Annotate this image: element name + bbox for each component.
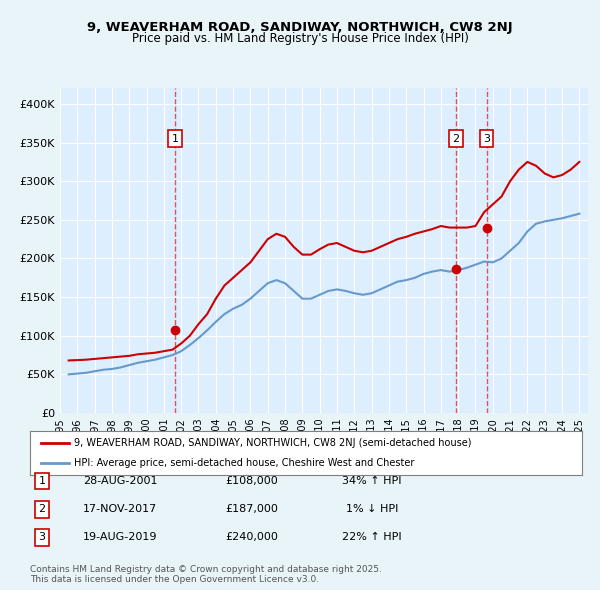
Text: Contains HM Land Registry data © Crown copyright and database right 2025.
This d: Contains HM Land Registry data © Crown c… (30, 565, 382, 584)
Text: 1: 1 (172, 134, 179, 144)
Text: 9, WEAVERHAM ROAD, SANDIWAY, NORTHWICH, CW8 2NJ (semi-detached house): 9, WEAVERHAM ROAD, SANDIWAY, NORTHWICH, … (74, 438, 472, 448)
Text: 2: 2 (38, 504, 46, 514)
Text: £108,000: £108,000 (226, 476, 278, 486)
Text: Price paid vs. HM Land Registry's House Price Index (HPI): Price paid vs. HM Land Registry's House … (131, 32, 469, 45)
Text: 1% ↓ HPI: 1% ↓ HPI (346, 504, 398, 514)
Text: 17-NOV-2017: 17-NOV-2017 (83, 504, 157, 514)
Text: 19-AUG-2019: 19-AUG-2019 (83, 533, 157, 542)
Text: £240,000: £240,000 (226, 533, 278, 542)
Text: 22% ↑ HPI: 22% ↑ HPI (342, 533, 402, 542)
Text: 9, WEAVERHAM ROAD, SANDIWAY, NORTHWICH, CW8 2NJ: 9, WEAVERHAM ROAD, SANDIWAY, NORTHWICH, … (87, 21, 513, 34)
Text: 2: 2 (452, 134, 460, 144)
Text: £187,000: £187,000 (226, 504, 278, 514)
Text: 34% ↑ HPI: 34% ↑ HPI (342, 476, 402, 486)
Text: 28-AUG-2001: 28-AUG-2001 (83, 476, 157, 486)
Text: 1: 1 (38, 476, 46, 486)
Text: 3: 3 (38, 533, 46, 542)
Text: HPI: Average price, semi-detached house, Cheshire West and Chester: HPI: Average price, semi-detached house,… (74, 458, 415, 467)
Text: 3: 3 (483, 134, 490, 144)
